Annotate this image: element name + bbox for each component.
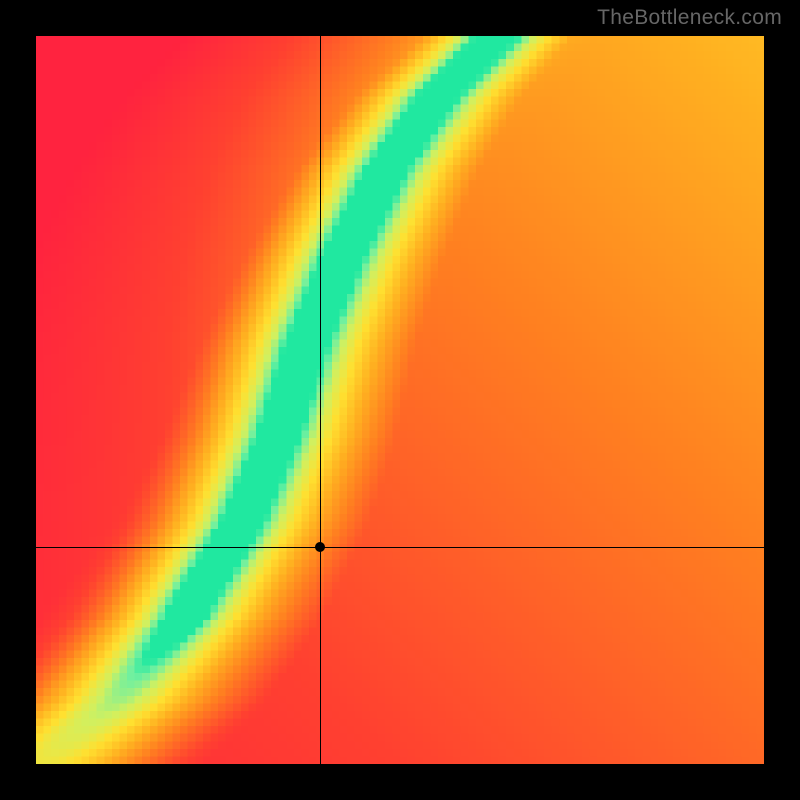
crosshair-marker [315,542,325,552]
heatmap-plot [36,36,764,764]
heatmap-canvas [36,36,764,764]
watermark-text: TheBottleneck.com [597,6,782,30]
crosshair-horizontal [36,547,764,548]
crosshair-vertical [320,36,321,764]
